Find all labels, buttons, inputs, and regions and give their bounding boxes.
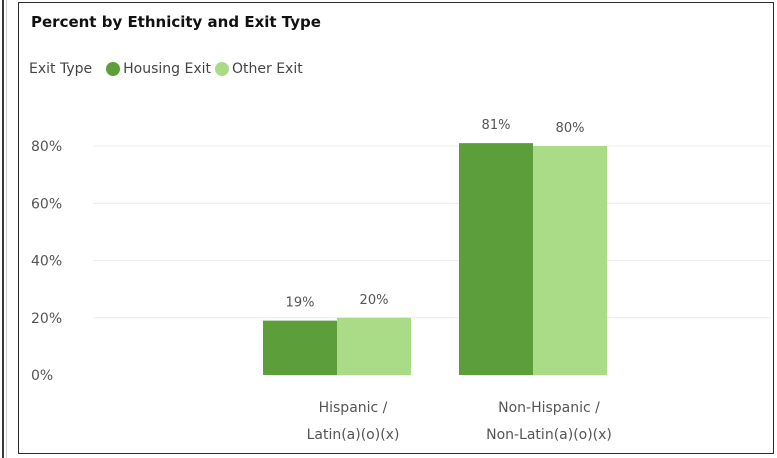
legend-title: Exit Type xyxy=(29,61,93,77)
legend-label-other-exit: Other Exit xyxy=(232,61,303,77)
legend: Exit Type Housing Exit Other Exit xyxy=(29,59,307,79)
legend-item-housing-exit[interactable]: Housing Exit xyxy=(106,61,211,77)
data-label-other-exit-1: 80% xyxy=(556,121,585,136)
bar-chart-plot: 0% 20% 40% 60% 80% 19% 20% Hispanic / Latin(a)(o… xyxy=(31,118,771,443)
x-category-label-0-line-0: Hispanic / xyxy=(319,400,388,416)
bar-other-exit-0 xyxy=(337,317,411,375)
y-tick-label-0: 0% xyxy=(31,368,53,384)
data-label-housing-exit-0: 19% xyxy=(286,296,315,311)
data-label-housing-exit-1: 81% xyxy=(482,118,511,133)
x-category-label-0-line-1: Latin(a)(o)(x) xyxy=(307,427,400,443)
legend-label-housing-exit: Housing Exit xyxy=(123,61,211,77)
chart-card: Percent by Ethnicity and Exit Type Exit … xyxy=(18,2,774,454)
left-panel-edge xyxy=(0,0,7,458)
legend-swatch-other-exit xyxy=(215,62,229,76)
bar-other-exit-1 xyxy=(533,146,607,375)
bar-housing-exit-1 xyxy=(459,143,533,375)
y-tick-label-40: 40% xyxy=(31,254,62,270)
x-category-label-1-line-0: Non-Hispanic / xyxy=(498,400,600,416)
legend-swatch-housing-exit xyxy=(106,62,121,76)
y-tick-label-60: 60% xyxy=(31,196,62,212)
x-category-label-1-line-1: Non-Latin(a)(o)(x) xyxy=(486,427,612,443)
y-tick-label-80: 80% xyxy=(31,139,62,155)
bar-housing-exit-0 xyxy=(263,320,337,375)
legend-item-other-exit[interactable]: Other Exit xyxy=(215,61,303,77)
chart-title: Percent by Ethnicity and Exit Type xyxy=(31,13,321,31)
data-label-other-exit-0: 20% xyxy=(360,293,389,308)
y-tick-label-20: 20% xyxy=(31,311,62,327)
